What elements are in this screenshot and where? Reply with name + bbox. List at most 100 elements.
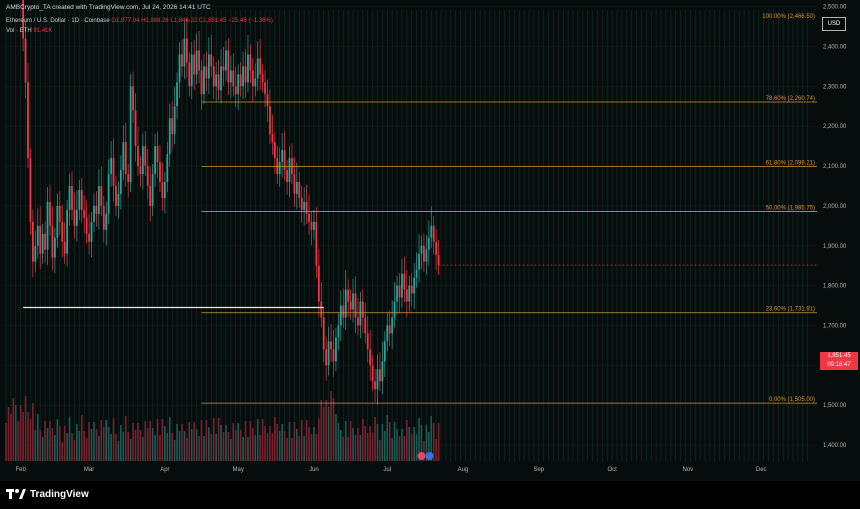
volume-bar [205,420,208,461]
candle-body [342,305,345,318]
candle-body [83,209,86,218]
volume-bar [313,427,315,461]
volume-bar [117,441,120,461]
volume-bar [349,421,352,461]
volume-bar [393,422,396,461]
volume-bar [254,435,257,461]
volume-bar [423,441,425,461]
volume-bar [215,434,217,461]
volume-bar [12,398,15,461]
candle-body [61,221,64,242]
candle-body [278,162,281,175]
candle-body [305,201,308,214]
volume-bar [34,430,37,461]
candle-body [220,66,222,91]
candle-body [173,106,176,135]
volume-bar [432,423,435,461]
volume-bar [315,434,318,461]
volume-bar [278,431,281,461]
volume-bar [437,423,440,461]
volume-bar [320,400,323,461]
candle-body [195,50,198,75]
candle-body [156,146,159,163]
candle-body [354,293,357,318]
volume-bar [384,431,386,461]
volume-bar [134,430,137,461]
candle-body [181,54,183,67]
x-tick-label: Mar [84,467,94,473]
candle-body [244,66,247,83]
volume-bar [5,423,7,461]
candle-body [286,170,288,182]
volume-bar [149,421,151,461]
volume-bar [166,433,169,461]
candle-body [134,110,137,147]
volume-bar [232,423,235,461]
candle-body [185,38,188,63]
candle-body [22,0,25,39]
volume-bar [318,418,320,461]
symbol-name[interactable]: Ethereum / U.S. Dollar · 1D · Coinbase [6,18,110,24]
candle-body [29,158,32,222]
volume-bar [357,428,359,461]
candle-body [357,317,359,326]
volume-bar [335,414,337,461]
y-tick-label: 2,000.00 [823,204,847,210]
volume-bar [418,418,420,461]
volume-label: Vol · ETH [6,28,32,34]
candle-body [144,146,147,167]
candle-body [413,277,416,294]
candle-body [335,337,337,362]
volume-bar [274,417,276,461]
candle-body [88,233,90,242]
volume-bar [291,438,293,461]
ohlc-row: Ethereum / U.S. Dollar · 1D · Coinbase O… [6,18,273,24]
candle-body [49,201,51,226]
fib-level-label: 61.80% (2,099.21) [766,160,815,166]
brand-name: TradingView [30,488,89,500]
candle-body [31,221,34,262]
volume-bar [19,405,22,461]
candle-body [288,158,291,182]
volume-bar [80,415,83,461]
candle-body [339,305,342,326]
candle-body [80,189,83,210]
candle-body [393,301,396,318]
volume-bar [330,391,332,461]
candle-body [110,158,112,175]
currency-badge[interactable]: USD [822,17,846,31]
volume-bar [415,434,418,461]
volume-bar [401,429,403,461]
candle-body [369,349,372,366]
candle-body [178,54,181,83]
candle-body [44,233,47,250]
volume-bar [325,400,327,461]
volume-bar [66,433,68,461]
volume-bar [14,405,17,461]
candle-body [295,181,298,194]
candle-body [371,365,374,382]
volume-bar [188,422,191,461]
volume-bar [181,424,183,461]
volume-bar [71,433,73,461]
volume-bar [93,422,95,461]
volume-bar [151,428,154,461]
candle-body [398,285,401,298]
volume-bar [374,417,376,461]
volume-bar [220,425,222,461]
volume-bar [183,431,186,461]
ohlc-values: O1,877.04 H1,908.26 L1,846.22 C1,851.45 … [111,18,273,24]
candle-body [51,225,54,258]
candle-body [430,225,433,238]
candle-body [146,166,149,186]
volume-bar [388,422,391,461]
volume-bar [364,426,367,461]
candle-body [107,174,110,214]
volume-bar [369,426,371,461]
candle-body [281,150,284,163]
candle-body [227,50,230,83]
volume-bar [129,439,132,461]
volume-bar [425,425,428,461]
